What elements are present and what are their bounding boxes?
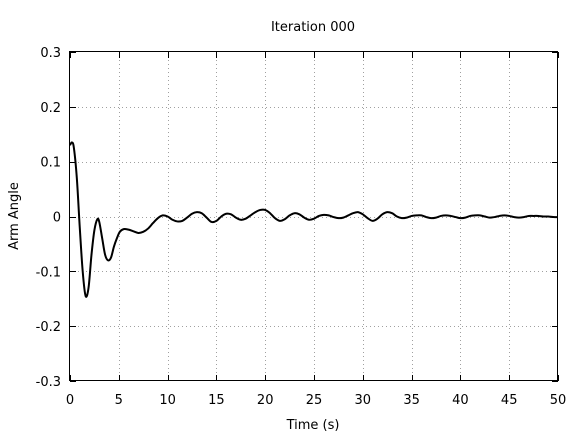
- x-tick-label: 40: [452, 393, 469, 408]
- y-tick-label: -0.3: [36, 375, 61, 390]
- y-axis-label: Arm Angle: [7, 182, 22, 250]
- y-tick-label: 0.2: [40, 101, 61, 116]
- y-tick-label: -0.1: [36, 265, 61, 280]
- y-tick-labels: -0.3 -0.2 -0.1 0 0.1 0.2 0.3: [36, 46, 61, 390]
- chart-title: Iteration 000: [271, 20, 355, 35]
- x-tick-label: 5: [115, 393, 123, 408]
- y-tick-label: 0: [53, 211, 61, 226]
- x-tick-label: 25: [306, 393, 323, 408]
- x-axis-label: Time (s): [286, 418, 340, 433]
- y-tick-label: 0.1: [40, 156, 61, 171]
- x-tick-label: 30: [355, 393, 372, 408]
- x-tick-label: 50: [550, 393, 567, 408]
- plot-frame: [69, 51, 558, 381]
- x-tick-label: 10: [159, 393, 176, 408]
- x-tick-label: 35: [403, 393, 420, 408]
- x-tick-label: 0: [66, 393, 74, 408]
- x-tick-labels: 0 5 10 15 20 25 30 35 40 45 50: [66, 393, 566, 408]
- x-tick-label: 45: [501, 393, 518, 408]
- tick-layer: [70, 52, 559, 382]
- x-tick-label: 20: [257, 393, 274, 408]
- series-layer: [69, 141, 559, 298]
- y-tick-label: 0.3: [40, 46, 61, 61]
- y-tick-label: -0.2: [36, 320, 61, 335]
- x-tick-label: 15: [208, 393, 225, 408]
- series-line: [69, 141, 559, 298]
